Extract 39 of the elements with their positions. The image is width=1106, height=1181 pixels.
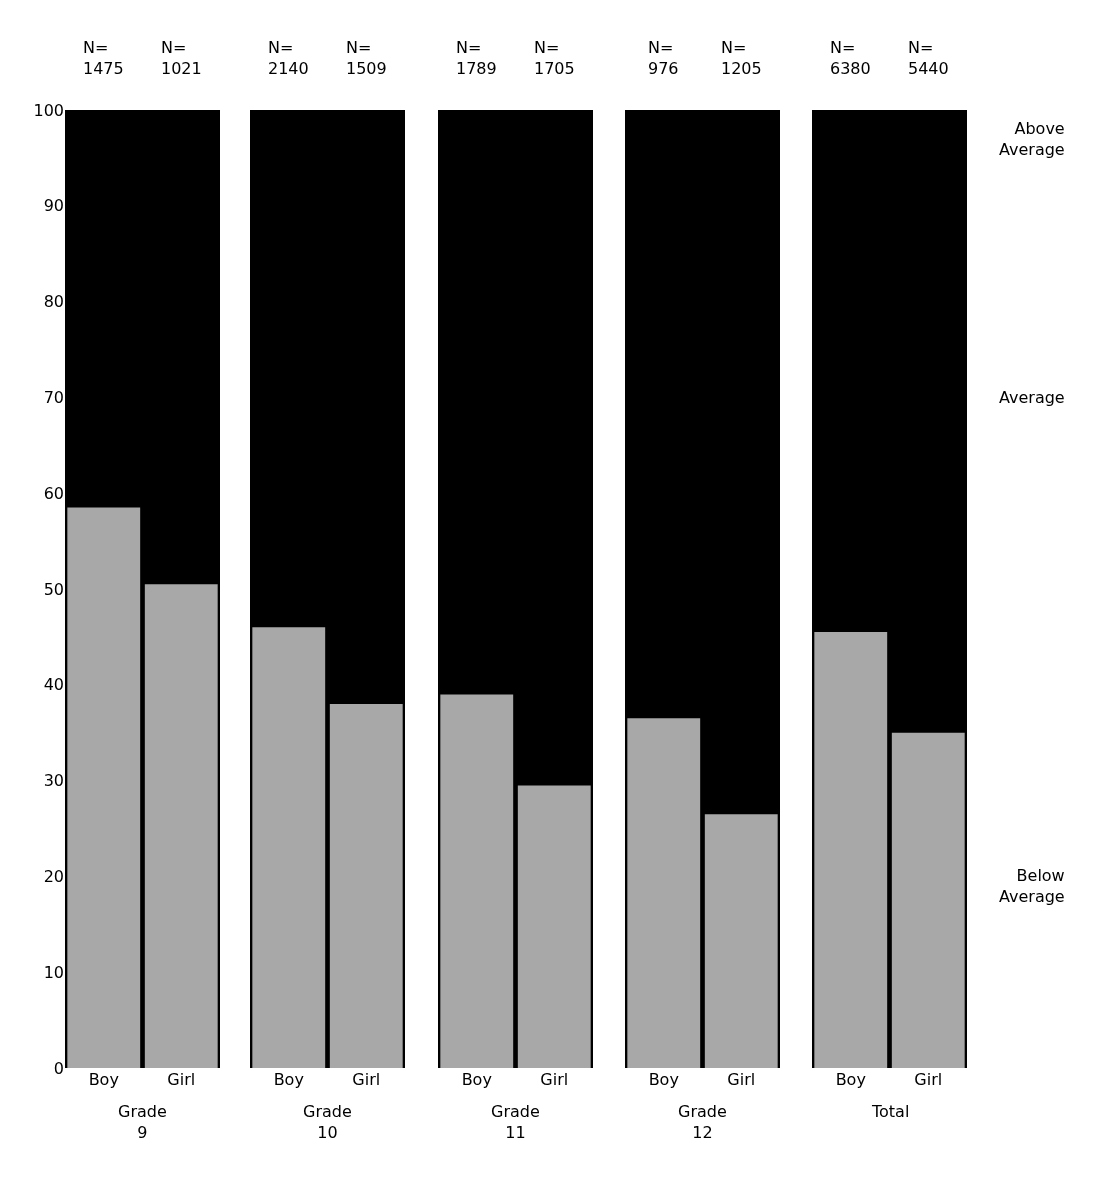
text: N= 1475 (83, 38, 124, 78)
x-tick-label: Boy (835, 1070, 866, 1089)
y-tick-label: 90 (43, 196, 64, 216)
x-tick-label: Girl (727, 1070, 756, 1089)
text: Below Average (999, 866, 1065, 906)
y-tick-label: 20 (43, 867, 64, 886)
text: N= 1205 (721, 38, 762, 78)
x-axis-title: Total (871, 1102, 910, 1121)
x-axis-title: Grade 12 (678, 1102, 727, 1142)
y-tick-label: 80 (43, 292, 64, 312)
y-tick-label: 100 (33, 100, 64, 120)
y-tick-label: 40 (43, 675, 64, 695)
text: N= 5440 (908, 38, 949, 78)
text: N= 976 (648, 38, 679, 78)
x-tick-label: Girl (914, 1070, 943, 1089)
y-tick-label: 0 (53, 1058, 64, 1078)
text: N= 1021 (161, 38, 202, 78)
text: N= 6380 (830, 38, 871, 78)
text: N= 1705 (534, 38, 575, 78)
text: Above Average (999, 119, 1065, 159)
x-tick-label: Boy (461, 1070, 492, 1089)
x-tick-label: Boy (273, 1070, 304, 1089)
x-axis-title: Grade 11 (491, 1102, 540, 1142)
text: Average (999, 388, 1065, 407)
x-tick-label: Boy (648, 1070, 679, 1089)
x-tick-label: Boy (88, 1070, 119, 1089)
x-tick-label: Girl (540, 1070, 569, 1089)
x-axis-title: Grade 10 (303, 1102, 352, 1142)
y-tick-label: 10 (43, 962, 64, 982)
x-axis-title: Grade 9 (118, 1102, 167, 1142)
text: N= 1789 (456, 38, 497, 78)
text: N= 2140 (268, 38, 309, 78)
x-tick-label: Girl (167, 1070, 196, 1089)
y-tick-label: 70 (43, 388, 64, 407)
y-tick-label: 50 (43, 579, 64, 599)
y-tick-label: 30 (43, 771, 64, 791)
y-tick-label: 60 (43, 483, 64, 503)
text: N= 1509 (346, 38, 387, 78)
x-tick-label: Girl (352, 1070, 381, 1089)
